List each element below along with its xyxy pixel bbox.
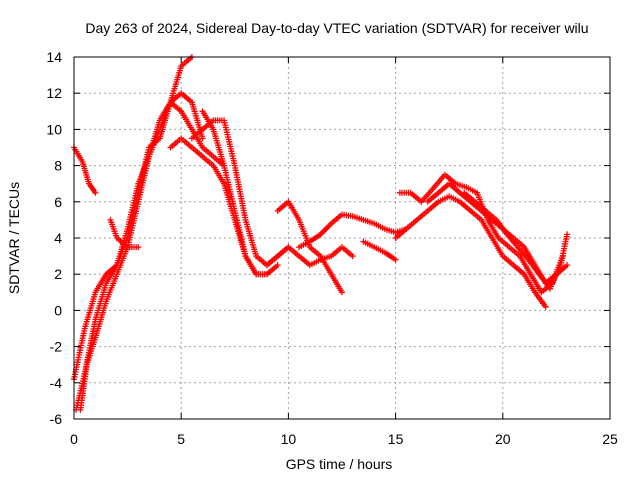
satellite-track-12-markers xyxy=(360,238,399,263)
satellite-track-16 xyxy=(461,189,571,292)
satellite-track-16-markers xyxy=(461,189,571,292)
y-tick-label: 6 xyxy=(54,194,62,210)
y-tick-label: -4 xyxy=(50,375,63,391)
x-tick-label: 5 xyxy=(177,431,185,447)
x-tick-label: 25 xyxy=(602,431,618,447)
y-tick-label: -2 xyxy=(50,339,63,355)
y-tick-label: 12 xyxy=(46,85,62,101)
satellite-track-13-markers xyxy=(392,193,549,310)
satellite-track-10-markers xyxy=(264,244,356,269)
satellite-track-8-markers xyxy=(199,108,281,278)
satellite-track-12 xyxy=(360,238,399,263)
satellite-track-5-markers xyxy=(107,216,142,251)
satellite-track-8 xyxy=(199,108,281,278)
x-tick-label: 20 xyxy=(495,431,511,447)
y-tick-label: -6 xyxy=(50,411,63,427)
x-tick-label: 10 xyxy=(281,431,297,447)
satellite-track-11-markers xyxy=(296,211,410,251)
satellite-track-10 xyxy=(264,244,356,269)
axes: 0 5 10 15 20 25 -6 -4 -2 0 2 4 6 8 10 12 14 xyxy=(46,49,618,447)
y-tick-label: 10 xyxy=(46,121,62,137)
satellite-track-5 xyxy=(107,216,142,251)
y-tick-label: 2 xyxy=(54,266,62,282)
x-tick-label: 15 xyxy=(388,431,404,447)
y-tick-label: 8 xyxy=(54,158,62,174)
satellite-track-11 xyxy=(296,211,410,251)
chart-title: Day 263 of 2024, Sidereal Day-to-day VTE… xyxy=(85,20,588,36)
y-tick-label: 14 xyxy=(46,49,62,65)
data-series xyxy=(71,54,571,413)
x-tick-label: 0 xyxy=(70,431,78,447)
y-axis-label: SDTVAR / TECUs xyxy=(6,182,22,294)
x-axis-label: GPS time / hours xyxy=(286,456,393,472)
satellite-track-13 xyxy=(392,193,549,310)
y-tick-label: 4 xyxy=(54,230,62,246)
y-tick-label: 0 xyxy=(54,302,62,318)
